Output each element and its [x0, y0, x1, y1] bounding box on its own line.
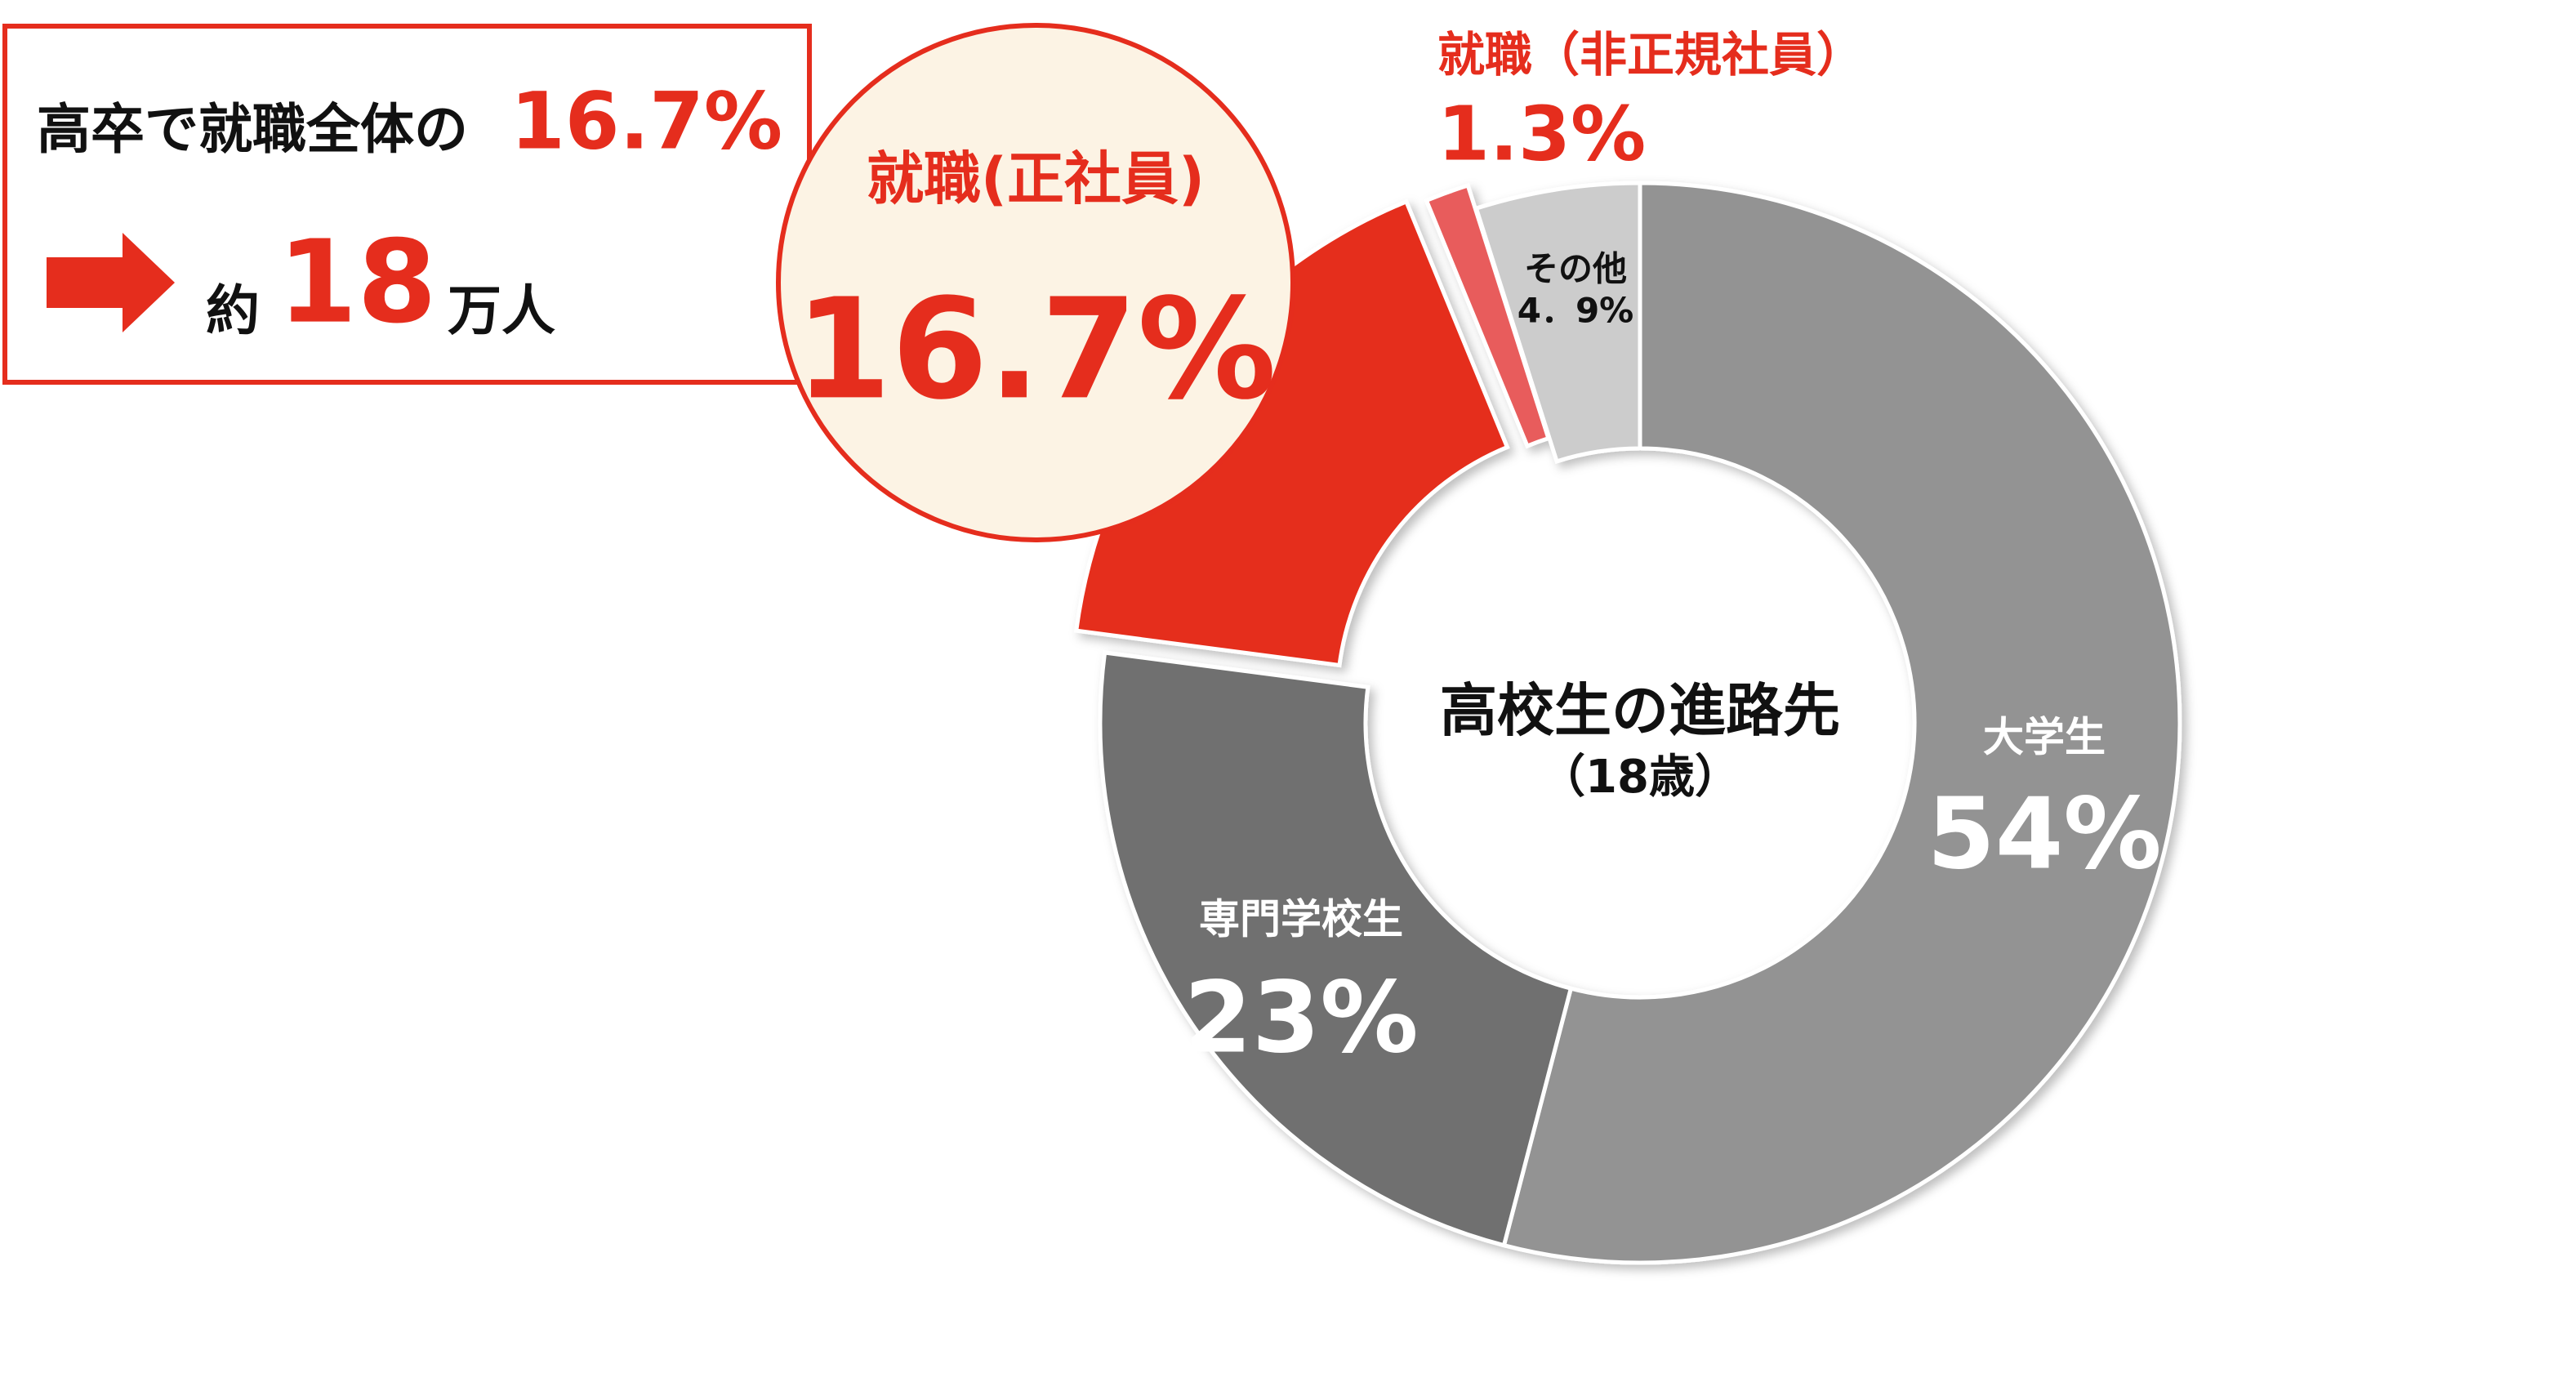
category-label: 就職(正社員) [867, 145, 1205, 212]
donut [1073, 181, 2182, 1265]
box-text: 約 [206, 279, 260, 342]
value-label: 54% [1927, 778, 2161, 892]
donut-segment [1098, 650, 1574, 1248]
donut-segment [1501, 181, 2182, 1265]
value-label: 1.3% [1437, 90, 1646, 177]
value-label: 23% [1183, 962, 1418, 1076]
box-text: 万人 [448, 279, 555, 342]
donut-segment [1473, 181, 1642, 464]
center-title: 高校生の進路先 [1440, 677, 1840, 744]
category-label: 就職（非正規社員） [1437, 27, 1864, 82]
labels: 大学生 54% 専門学校生 23% 就職(正社員) 16.7% 就職（非正規社員） 1.3% そ… [795, 27, 2162, 1076]
box-value: 18 [278, 216, 437, 350]
center-subtitle: （18歳） [1540, 751, 1740, 804]
highlight-circle [776, 23, 1295, 542]
category-label: その他 [1524, 249, 1627, 289]
value-label: 4．9% [1518, 291, 1634, 331]
box-value: 16.7% [510, 75, 782, 167]
value-label: 16.7% [795, 269, 1277, 430]
category-label: 専門学校生 [1199, 896, 1403, 943]
box-text: 高卒で就職全体の [37, 98, 468, 161]
category-label: 大学生 [1983, 714, 2106, 761]
arrow [47, 233, 175, 332]
